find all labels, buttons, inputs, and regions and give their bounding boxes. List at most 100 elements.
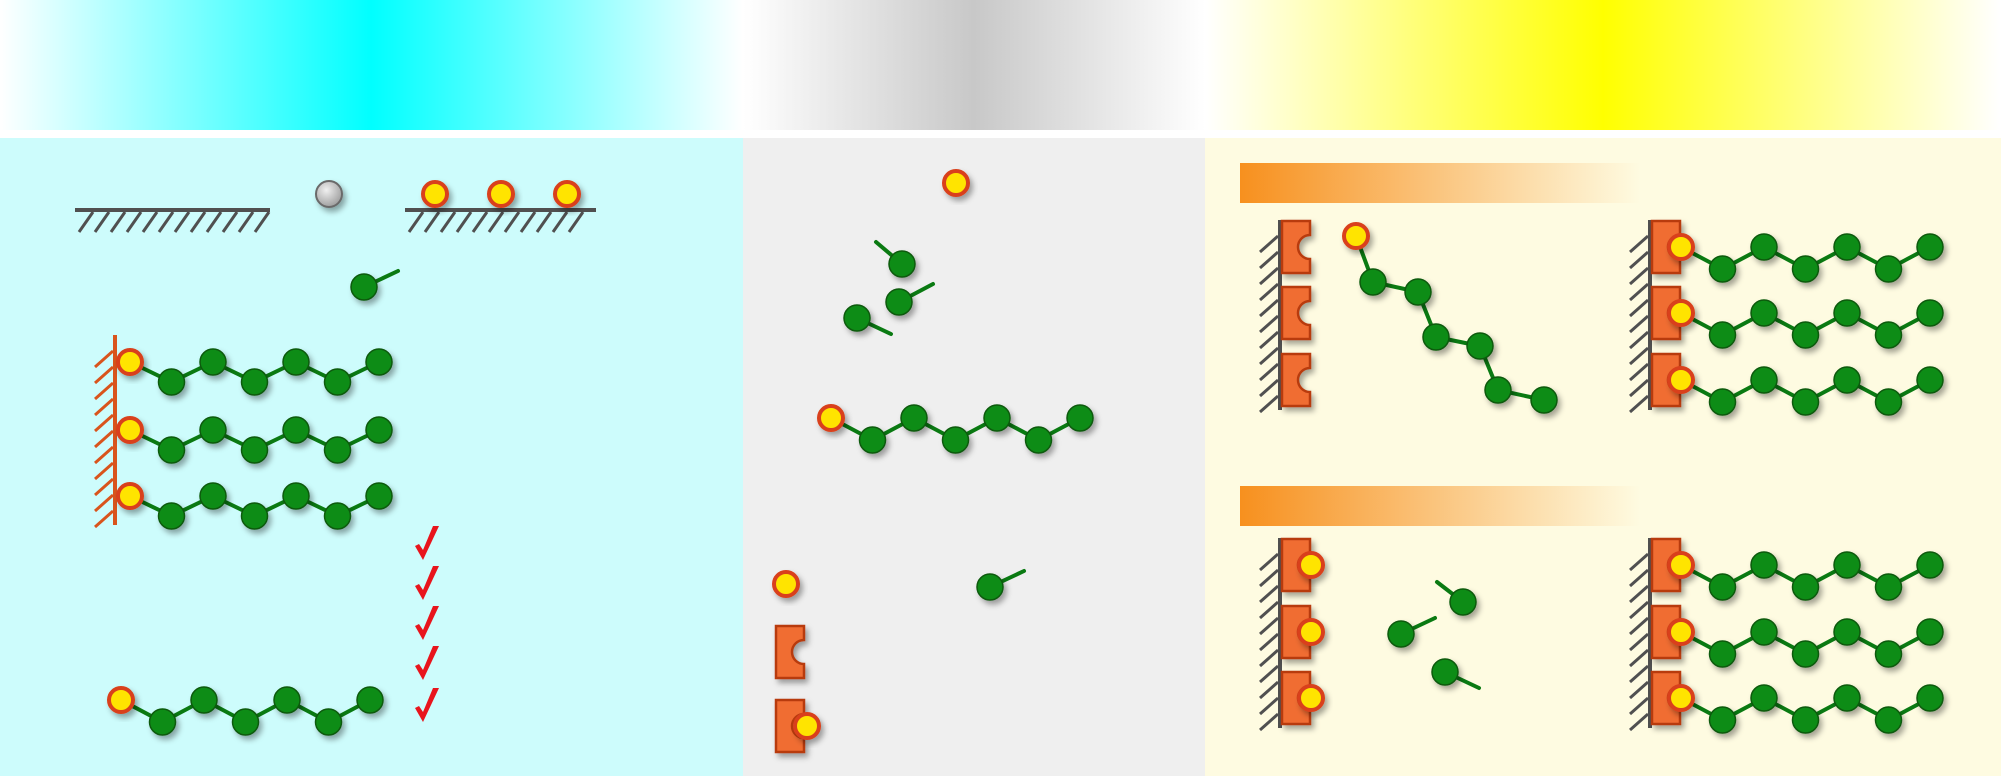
monomer xyxy=(1833,551,1861,579)
anchor-receptor xyxy=(774,624,806,680)
initiator xyxy=(1342,222,1370,250)
anchored-chain xyxy=(1667,684,1944,734)
left-panel-content xyxy=(75,180,596,736)
monomer xyxy=(1874,706,1903,734)
monomer xyxy=(1708,706,1737,734)
header-band-cyan xyxy=(0,0,743,130)
anchored-chain xyxy=(1667,233,1944,283)
monomer xyxy=(314,708,343,736)
free-monomer xyxy=(1387,616,1437,648)
free-monomer xyxy=(976,569,1026,601)
wall-top-right xyxy=(1629,220,1652,414)
monomer xyxy=(282,482,310,510)
grafted-chain xyxy=(116,416,393,464)
grafted-chain xyxy=(116,482,393,530)
monomer xyxy=(282,416,310,444)
initiator xyxy=(1667,618,1695,646)
initiator xyxy=(1667,366,1695,394)
monomer xyxy=(323,502,352,530)
orange-bar-bottom xyxy=(1240,486,1640,526)
monomer xyxy=(1750,299,1778,327)
monomer xyxy=(1874,640,1903,668)
monomer xyxy=(199,348,227,376)
monomer xyxy=(1791,640,1820,668)
grafted-chain xyxy=(116,348,393,396)
monomer xyxy=(983,404,1011,432)
anchored-chain xyxy=(1667,366,1944,416)
check-icon xyxy=(415,688,439,722)
monomer xyxy=(1874,321,1903,349)
monomer xyxy=(1833,233,1861,261)
check-icon xyxy=(415,646,439,680)
anchor-receptor xyxy=(1280,352,1312,408)
check-icon xyxy=(415,606,439,640)
monomer xyxy=(1916,551,1944,579)
middle-polymer-chain xyxy=(817,404,1094,454)
monomer xyxy=(350,273,378,301)
monomer xyxy=(365,482,393,510)
monomer xyxy=(1916,233,1944,261)
diagram-content xyxy=(75,163,1944,754)
wall-bottom-left xyxy=(1259,538,1282,732)
free-monomer xyxy=(1435,580,1477,616)
desorbed-chain xyxy=(1342,222,1558,414)
initiator xyxy=(421,180,449,208)
monomer xyxy=(900,404,928,432)
monomer xyxy=(1833,299,1861,327)
monomer xyxy=(858,426,887,454)
free-monomer xyxy=(1431,658,1481,690)
initiator xyxy=(116,416,144,444)
monomer xyxy=(365,416,393,444)
monomer xyxy=(1833,684,1861,712)
free-polymer-chain xyxy=(107,686,384,736)
wall-top-left xyxy=(1259,220,1282,414)
monomer xyxy=(240,502,269,530)
monomer xyxy=(282,348,310,376)
panel-right xyxy=(1205,138,2001,776)
anchor-receptor xyxy=(1280,285,1312,341)
header-band-gray xyxy=(743,0,1205,130)
free-monomer xyxy=(874,240,916,278)
initiator xyxy=(1297,551,1325,579)
monomer xyxy=(1833,618,1861,646)
monomer xyxy=(356,686,384,714)
initiator xyxy=(1297,684,1325,712)
right-panel-content xyxy=(1240,163,1944,734)
monomer xyxy=(1916,366,1944,394)
monomer xyxy=(1750,618,1778,646)
initiator xyxy=(107,686,135,714)
anchor-receptor xyxy=(1280,219,1312,275)
monomer xyxy=(1708,573,1737,601)
panel-middle xyxy=(743,138,1205,776)
monomer xyxy=(240,368,269,396)
monomer xyxy=(1484,376,1512,404)
monomer xyxy=(1387,620,1415,648)
monomer xyxy=(941,426,970,454)
grafted-wall-left xyxy=(94,335,117,529)
anchored-chain xyxy=(1667,299,1944,349)
initiator xyxy=(116,482,144,510)
monomer xyxy=(323,436,352,464)
monomer xyxy=(843,304,871,332)
check-icon xyxy=(415,566,439,600)
free-monomer xyxy=(843,304,893,336)
monomer xyxy=(157,502,186,530)
bare-substrate-surface xyxy=(75,208,271,233)
monomer xyxy=(1791,255,1820,283)
monomer xyxy=(1874,388,1903,416)
initiator xyxy=(1667,233,1695,261)
monomer xyxy=(231,708,260,736)
initiator xyxy=(793,712,821,740)
monomer xyxy=(1024,426,1053,454)
initiator xyxy=(817,404,845,432)
monomer xyxy=(273,686,301,714)
monomer xyxy=(1708,388,1737,416)
anchored-chain xyxy=(1667,551,1944,601)
header-band-yellow xyxy=(1205,0,2001,130)
anchored-chain xyxy=(1667,618,1944,668)
monomer xyxy=(1708,640,1737,668)
initiator xyxy=(772,570,800,598)
monomer xyxy=(1431,658,1459,686)
wall-bottom-right xyxy=(1629,538,1652,732)
